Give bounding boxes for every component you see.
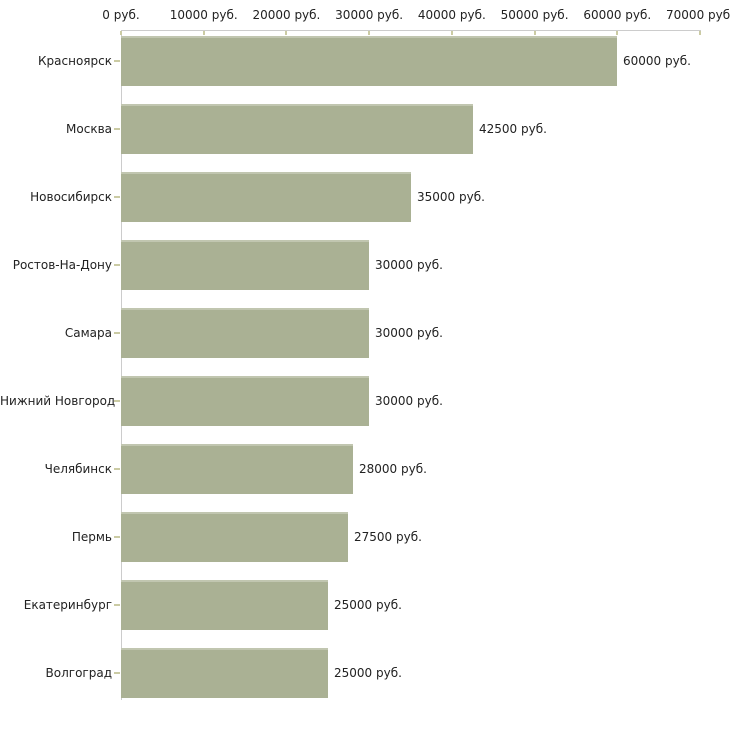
category-tick (114, 672, 120, 674)
category-tick (114, 128, 120, 130)
value-label: 30000 руб. (375, 326, 443, 340)
x-axis-tick-label: 50000 руб. (500, 8, 569, 22)
x-axis-tick-label: 40000 руб. (417, 8, 486, 22)
bar (121, 512, 348, 562)
value-label: 27500 руб. (354, 530, 422, 544)
category-tick (114, 332, 120, 334)
value-label: 25000 руб. (334, 666, 402, 680)
category-label: Пермь (71, 530, 112, 544)
value-label: 25000 руб. (334, 598, 402, 612)
x-axis-line (121, 30, 701, 31)
x-axis-tick-label: 60000 руб. (583, 8, 652, 22)
x-axis-tick-label: 10000 руб. (169, 8, 238, 22)
category-label: Красноярск (38, 54, 112, 68)
x-axis-tick-label: 0 руб. (102, 8, 140, 22)
category-label: Екатеринбург (23, 598, 112, 612)
bar (121, 36, 617, 86)
value-label: 28000 руб. (359, 462, 427, 476)
category-label: Волгоград (45, 666, 112, 680)
category-tick (114, 264, 120, 266)
x-axis-tick (616, 31, 619, 35)
x-axis-tick (202, 31, 205, 35)
x-axis-tick (285, 31, 288, 35)
category-label: Самара (64, 326, 112, 340)
bar (121, 444, 353, 494)
category-label: Новосибирск (30, 190, 112, 204)
value-label: 42500 руб. (479, 122, 547, 136)
x-axis-tick-label: 20000 руб. (252, 8, 321, 22)
category-tick (114, 604, 120, 606)
category-label: Ростов-На-Дону (12, 258, 112, 272)
bar (121, 172, 411, 222)
x-axis-tick (450, 31, 453, 35)
x-axis-tick-label: 30000 руб. (335, 8, 404, 22)
value-label: 30000 руб. (375, 394, 443, 408)
x-axis-tick (533, 31, 536, 35)
category-tick (114, 468, 120, 470)
bar (121, 376, 369, 426)
category-tick (114, 60, 120, 62)
value-label: 35000 руб. (417, 190, 485, 204)
y-axis-line (121, 30, 122, 700)
category-tick (114, 196, 120, 198)
category-tick (114, 536, 120, 538)
bar (121, 240, 369, 290)
category-label: Челябинск (44, 462, 112, 476)
x-axis-tick (699, 31, 701, 35)
value-label: 30000 руб. (375, 258, 443, 272)
category-label: Москва (66, 122, 112, 136)
value-label: 60000 руб. (623, 54, 691, 68)
x-axis-tick-label: 70000 руб. (666, 8, 730, 22)
x-axis-tick (120, 31, 122, 35)
bar (121, 580, 328, 630)
category-tick (114, 400, 120, 402)
x-axis-tick (368, 31, 371, 35)
category-label: Нижний Новгород (0, 394, 116, 408)
bar (121, 308, 369, 358)
bar (121, 648, 328, 698)
bar (121, 104, 473, 154)
